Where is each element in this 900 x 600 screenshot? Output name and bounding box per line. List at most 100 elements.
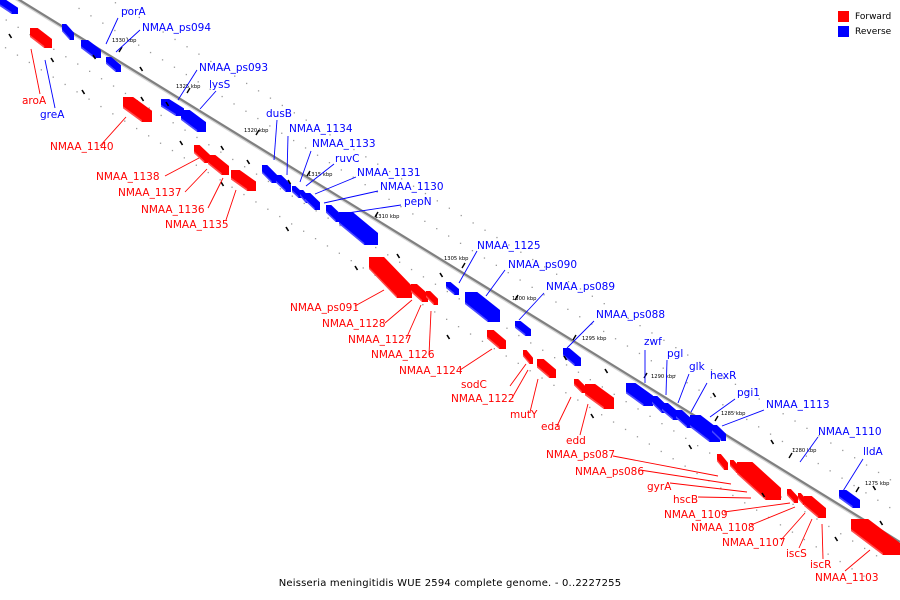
gene-feature [626,383,653,406]
track-dot [281,104,283,107]
gene-label: NMAA_1122 [451,393,515,405]
tick-mark [714,415,719,422]
track-dot [448,235,450,237]
track-dot [484,229,486,231]
track-dot [196,136,198,139]
gene-label: NMAA_1140 [50,141,114,153]
track-dot [471,250,474,252]
gene-leader-line [44,59,56,109]
gene-leader-line [721,409,765,427]
track-dot [579,288,582,290]
gene-highlight [737,472,766,500]
track-dot [245,110,247,112]
track-dot [601,414,603,416]
track-dot [376,191,378,193]
gene-highlight [262,171,272,183]
gene-block [181,110,206,132]
gene-block [585,384,614,409]
track-dot [267,208,269,210]
gene-leader-line [207,177,224,209]
track-dot [221,95,223,98]
track-dot [185,73,187,76]
track-dot [722,404,724,406]
gene-block [262,165,277,183]
track-dot [543,294,545,296]
track-dot [661,423,663,425]
track-dot [172,122,174,124]
gene-block [339,212,378,245]
track-dot [519,279,521,281]
track-dot [685,437,687,439]
gene-block [305,193,320,210]
track-dot [687,354,689,356]
tick-mark [461,262,466,269]
gene-feature [305,193,320,210]
gene-leader-line [225,189,237,221]
track-dot [508,244,510,246]
track-dot [100,105,102,108]
track-dot [696,472,698,475]
track-dot [613,393,615,395]
gene-block [446,282,459,295]
track-dot [424,192,427,195]
gene-feature [326,205,341,222]
gene-label: glk [689,361,706,373]
track-dot [520,251,522,253]
track-dot [102,22,104,24]
gene-feature [465,292,500,322]
track-dot [5,19,7,21]
scale-dash [761,492,766,498]
gene-feature [787,489,798,503]
gene-highlight [276,180,286,192]
track-dot [472,222,474,224]
gene-block [231,170,256,191]
gene-label: lysS [209,79,231,91]
track-dot [505,355,507,357]
gene-label: NMAA_1127 [348,334,412,346]
track-dot [339,224,341,227]
track-dot [183,157,185,159]
track-dot [100,78,103,80]
gene-label: NMAA_1135 [165,219,229,231]
track-dot [124,120,126,122]
track-dot [699,361,701,363]
gene-leader-line [566,320,595,349]
track-dot [780,496,782,498]
gene-feature [181,110,206,132]
track-dot [591,295,593,297]
gene-highlight [326,210,336,222]
track-dot [222,68,224,70]
gene-block [208,155,229,175]
gene-leader-line [780,512,806,541]
track-dot [651,332,653,334]
track-dot [567,308,569,310]
track-dot [316,154,319,156]
legend-item-forward: Forward [838,9,891,24]
gene-feature [426,291,438,305]
gene-block [851,519,900,555]
gene-highlight [411,290,423,302]
gene-highlight [231,177,248,191]
gene-highlight [62,29,70,40]
track-dot [458,298,460,300]
gene-highlight [292,190,299,198]
tick-mark [374,211,379,218]
track-dot [531,286,533,288]
gene-highlight [626,391,644,406]
track-dot [149,51,152,54]
gene-highlight [851,529,883,555]
track-dot [839,560,841,563]
track-dot [493,348,495,350]
track-dot [267,180,270,183]
track-dot [436,228,438,230]
track-dot [138,16,140,19]
gene-highlight [798,497,804,505]
track-dot [684,465,686,467]
gene-label: iscS [786,548,807,560]
gene-feature [194,145,210,163]
gene-label: NMAA_ps091 [290,302,359,314]
track-dot [281,132,283,134]
gene-block [712,425,726,441]
track-dot [291,223,293,225]
gene-feature [690,415,720,442]
